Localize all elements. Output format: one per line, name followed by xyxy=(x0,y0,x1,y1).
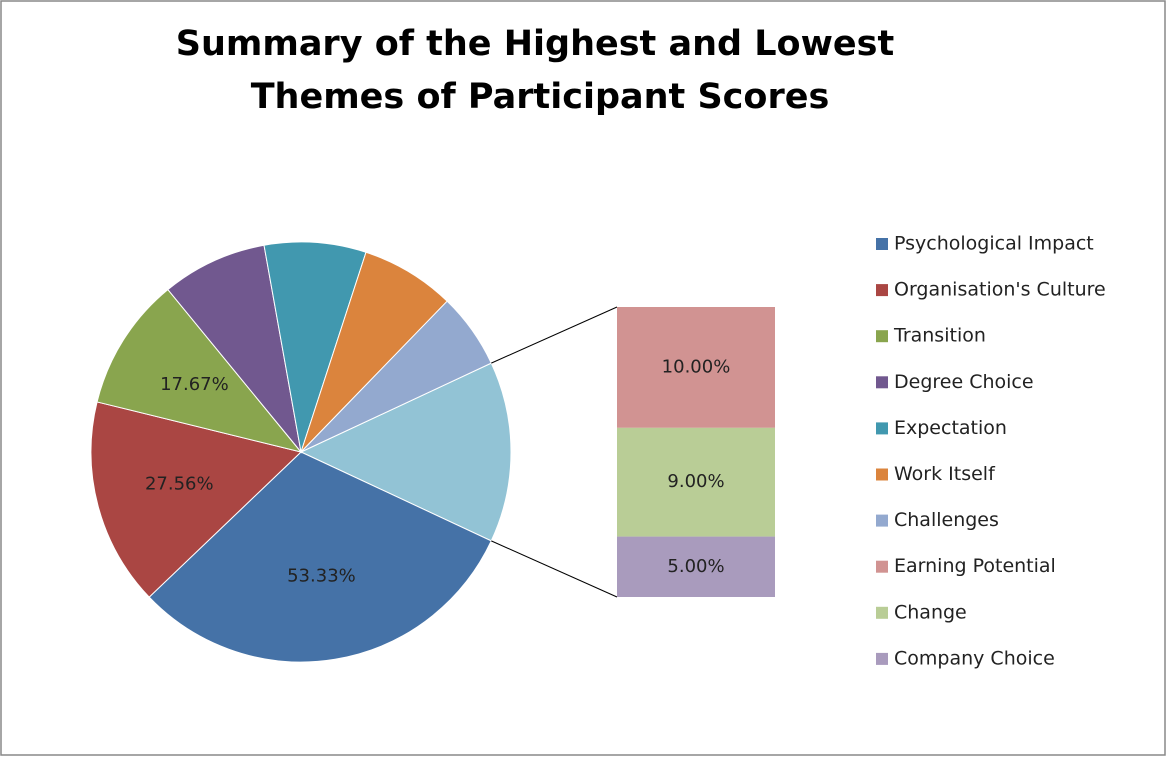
connector-line xyxy=(491,306,618,364)
legend-swatch xyxy=(876,284,888,297)
pie-slice xyxy=(96,288,303,453)
pie-slice xyxy=(148,451,492,663)
legend-swatch xyxy=(876,468,888,481)
legend-label: Expectation xyxy=(894,417,1007,439)
legend-swatch xyxy=(876,606,888,619)
connector-line xyxy=(491,540,618,598)
data-label: 27.56% xyxy=(145,474,214,495)
legend-label: Work Itself xyxy=(894,463,996,485)
bar-segment xyxy=(617,427,775,537)
data-label: 9.00% xyxy=(667,471,724,492)
data-label: 10.00% xyxy=(662,356,731,377)
legend-label: Psychological Impact xyxy=(894,233,1094,255)
pie-slice xyxy=(167,244,302,454)
legend-label: Company Choice xyxy=(894,647,1055,669)
legend-label: Degree Choice xyxy=(894,371,1034,393)
data-label: 53.33% xyxy=(287,565,356,586)
legend-swatch xyxy=(876,652,888,665)
pie-slice xyxy=(90,401,303,598)
legend-swatch xyxy=(876,560,888,573)
pie-slice-other xyxy=(299,362,512,542)
legend-swatch xyxy=(876,376,888,389)
data-label: 5.00% xyxy=(667,556,724,577)
pie-slice xyxy=(300,300,492,453)
chart-title: Summary of the Highest and Lowest xyxy=(176,24,894,64)
bar-segment xyxy=(617,536,775,597)
data-label: 17.67% xyxy=(160,374,229,395)
bar-segment xyxy=(617,307,775,428)
legend-label: Transition xyxy=(893,325,986,347)
legend-swatch xyxy=(876,330,888,343)
pie-slice xyxy=(263,241,367,453)
legend-label: Organisation's Culture xyxy=(894,279,1106,301)
legend-swatch xyxy=(876,422,888,435)
legend-label: Earning Potential xyxy=(894,555,1056,577)
legend-label: Challenges xyxy=(894,509,999,531)
legend-label: Change xyxy=(894,601,967,623)
legend-swatch xyxy=(876,514,888,527)
legend-swatch xyxy=(876,238,888,250)
chart-title: Themes of Participant Scores xyxy=(251,77,830,117)
